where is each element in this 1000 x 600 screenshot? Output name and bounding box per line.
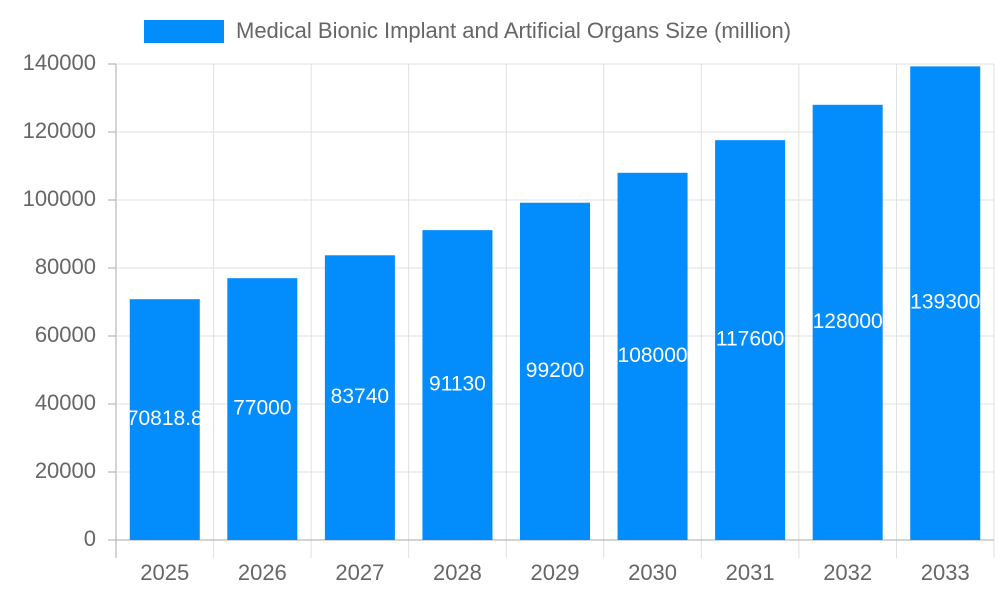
value-label: 128000 (813, 310, 883, 333)
x-tick-label: 2027 (335, 560, 384, 585)
y-tick-label: 80000 (35, 254, 96, 279)
bar (617, 172, 688, 541)
y-tick-label: 20000 (35, 458, 96, 483)
x-tick-label: 2025 (140, 560, 189, 585)
x-tick-label: 2026 (238, 560, 287, 585)
value-label: 139300 (910, 291, 980, 314)
y-tick-label: 40000 (35, 390, 96, 415)
legend-swatch (144, 20, 224, 43)
bar (129, 299, 200, 540)
bar (227, 278, 298, 540)
legend-label: Medical Bionic Implant and Artificial Or… (236, 18, 791, 43)
bar (812, 104, 883, 541)
bar (715, 140, 786, 540)
value-label: 70818.8 (127, 407, 203, 430)
value-label: 99200 (526, 359, 584, 382)
y-tick-label: 120000 (23, 118, 96, 143)
x-tick-label: 2029 (531, 560, 580, 585)
x-tick-label: 2033 (921, 560, 970, 585)
y-tick-label: 140000 (23, 50, 96, 75)
bar (324, 255, 395, 540)
value-label: 77000 (233, 397, 291, 420)
value-label: 117600 (716, 328, 785, 351)
bar (520, 202, 590, 540)
x-tick-label: 2028 (433, 560, 482, 585)
x-tick-label: 2032 (823, 560, 872, 585)
bar (910, 66, 981, 540)
y-tick-label: 60000 (35, 322, 96, 347)
bar (422, 230, 493, 540)
y-tick-label: 100000 (23, 186, 96, 211)
value-label: 108000 (618, 344, 688, 367)
x-tick-label: 2030 (628, 560, 677, 585)
value-label: 91130 (429, 373, 486, 396)
x-tick-label: 2031 (726, 560, 775, 585)
y-tick-label: 0 (84, 526, 96, 551)
value-label: 83740 (331, 385, 389, 408)
